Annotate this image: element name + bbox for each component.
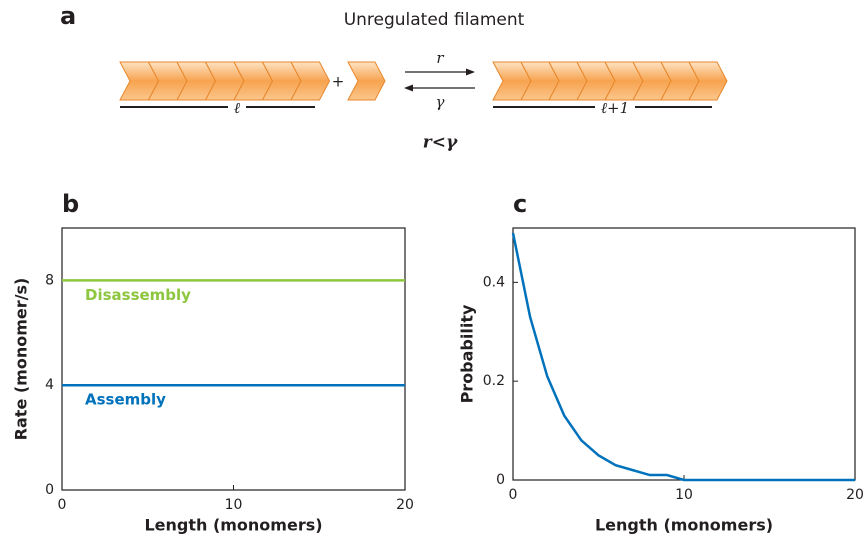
panel-label: b [62, 190, 79, 218]
x-tick-label: 0 [509, 487, 518, 503]
plus-sign: + [332, 73, 345, 91]
y-tick-label: 0 [496, 472, 505, 488]
series-label: Assembly [85, 391, 166, 409]
diagram-title: Unregulated filament [344, 10, 525, 30]
data-line [511, 232, 855, 482]
y-axis-label: Probability [458, 304, 477, 403]
y-tick-label: 8 [45, 272, 54, 288]
x-tick-label: 10 [225, 497, 243, 513]
condition: r<γ [423, 133, 458, 153]
diagram: a Unregulated filament + r γ ℓ ℓ+1 r<γ [60, 2, 728, 153]
y-tick-label: 4 [45, 377, 54, 393]
panel-label: c [513, 190, 527, 218]
backward-rate: γ [436, 93, 445, 111]
monomer [290, 61, 331, 101]
x-axis-label: Length (monomers) [595, 516, 773, 535]
series-label: Disassembly [85, 286, 191, 304]
y-axis-label: Rate (monomer/s) [12, 278, 31, 441]
y-tick-label: 0.4 [483, 274, 505, 290]
plot-frame [512, 227, 856, 481]
y-tick-label: 0 [45, 482, 54, 498]
plot-frame [61, 227, 406, 491]
monomer [347, 61, 386, 101]
x-tick-label: 20 [396, 497, 414, 513]
monomer [688, 61, 728, 101]
panel-label: a [60, 2, 76, 30]
length-label: ℓ [234, 99, 240, 117]
y-tick-label: 0.2 [483, 373, 505, 389]
length-label: ℓ+1 [601, 99, 629, 117]
x-tick-label: 0 [58, 497, 67, 513]
x-tick-label: 20 [846, 487, 864, 503]
arrowhead [466, 68, 475, 76]
x-axis-label: Length (monomers) [144, 516, 322, 535]
forward-rate: r [436, 49, 444, 67]
x-tick-label: 10 [675, 487, 693, 503]
arrowhead [404, 84, 413, 92]
